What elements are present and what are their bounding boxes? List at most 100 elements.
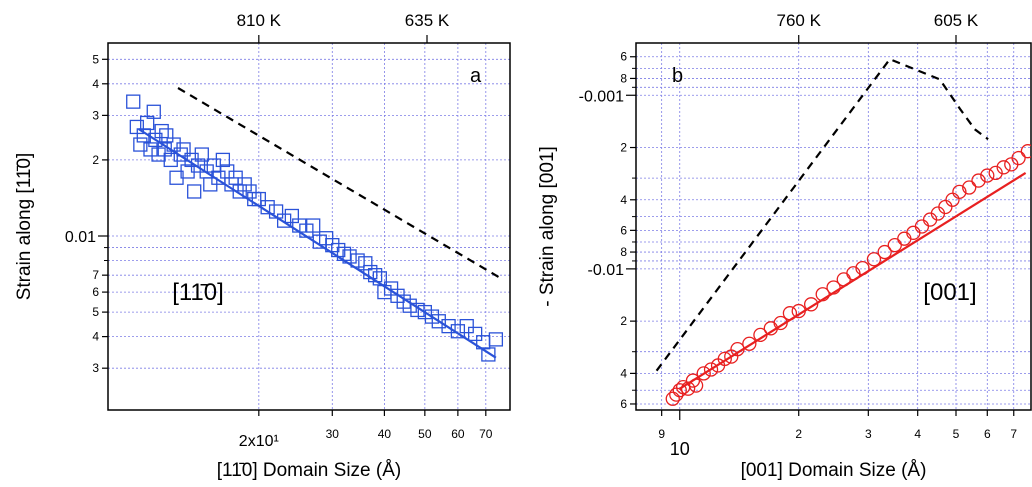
marker (717, 351, 732, 367)
marker (980, 168, 995, 183)
marker (742, 336, 757, 351)
y-tick-label: 5 (92, 52, 99, 66)
marker (215, 152, 231, 168)
x-tick-label: 60 (451, 427, 465, 441)
plot-frame (107, 42, 511, 411)
top-tick-label: 605 K (934, 11, 979, 30)
marker (1020, 144, 1031, 159)
marker (1011, 150, 1026, 166)
marker (467, 326, 483, 342)
marker (146, 104, 161, 119)
marker (306, 218, 321, 233)
marker (350, 253, 365, 268)
y-tick-label: 2 (620, 314, 627, 328)
marker (133, 137, 148, 152)
marker (952, 184, 967, 199)
marker (996, 160, 1011, 175)
marker (962, 180, 977, 195)
marker (242, 184, 257, 199)
region-label: [001] (923, 279, 976, 306)
x-tick-label: 4 (914, 427, 921, 441)
x-tick-label: 2 (795, 427, 802, 441)
marker (450, 324, 466, 339)
marker (126, 94, 141, 109)
y-tick-label: 6 (92, 285, 99, 299)
marker (431, 314, 446, 329)
marker (163, 152, 178, 168)
plot-frame (635, 42, 1032, 411)
x-tick-label: 6 (984, 427, 991, 441)
x-tick-label: 40 (378, 427, 392, 441)
x-tick-label: 9 (658, 427, 665, 441)
region-label: [11̄0] (172, 279, 224, 306)
marker (187, 184, 202, 199)
top-tick-label: 635 K (405, 11, 450, 30)
y-tick-label: 2 (92, 153, 99, 167)
y-tick-label: 4 (92, 330, 99, 344)
marker (803, 297, 819, 312)
marker (276, 213, 292, 228)
marker (703, 362, 719, 377)
y-axis-title: - Strain along [001] (537, 146, 558, 307)
top-tick-label: 810 K (237, 11, 282, 30)
marker (441, 318, 456, 334)
marker (358, 256, 373, 271)
marker (154, 123, 169, 139)
marker (459, 318, 474, 334)
plot-area (126, 87, 504, 362)
plot-area (655, 57, 1031, 406)
marker (481, 347, 496, 362)
x-axis-title: [11̄0] Domain Size (Å) (217, 460, 401, 481)
marker (143, 142, 158, 157)
y-tick-label: 5 (92, 305, 99, 319)
marker (194, 147, 209, 162)
y-tick-label: 8 (620, 71, 627, 85)
marker (914, 219, 930, 234)
x-tick-label: 3 (865, 427, 872, 441)
marker (938, 199, 953, 215)
marker (284, 208, 300, 224)
y-tick-label: 7 (92, 268, 99, 282)
marker (665, 391, 680, 406)
marker (159, 128, 174, 143)
marker (971, 173, 986, 188)
y-tick-label: 4 (620, 366, 627, 380)
panel-label: a (470, 65, 482, 87)
x-tick-label: 2x10¹ (239, 433, 279, 450)
dashed-line (655, 57, 989, 372)
y-tick-label: 3 (92, 108, 99, 122)
marker (696, 366, 711, 381)
x-tick-label: 10 (670, 439, 690, 459)
y-tick-label: 0.01 (65, 229, 96, 246)
x-tick-label: 5 (953, 427, 960, 441)
y-tick-label: 4 (620, 193, 627, 207)
y-tick-label: 6 (620, 397, 627, 411)
marker (988, 165, 1003, 181)
marker (877, 244, 892, 260)
x-tick-label: 7 (1010, 427, 1017, 441)
y-tick-label: 6 (620, 223, 627, 237)
y-tick-label: 3 (92, 361, 99, 375)
fit-line (138, 128, 497, 359)
top-tick-label: 760 K (777, 11, 822, 30)
marker (866, 252, 882, 267)
marker (488, 332, 504, 347)
y-tick-label: 8 (620, 245, 627, 259)
panel-label: b (672, 65, 683, 87)
y-axis-title: Strain along [11̄0] (14, 153, 35, 301)
y-tick-label: 4 (92, 77, 99, 91)
marker (173, 147, 188, 162)
marker (672, 383, 687, 398)
x-tick-label: 70 (479, 427, 493, 441)
fit-line (679, 171, 1027, 390)
x-tick-label: 30 (326, 427, 340, 441)
y-tick-label: 2 (620, 141, 627, 155)
marker (887, 237, 902, 253)
y-tick-label: 6 (620, 50, 627, 64)
x-tick-label: 50 (418, 427, 432, 441)
dashed-line (177, 87, 501, 279)
y-tick-label: -0.001 (579, 88, 624, 105)
x-axis-title: [001] Domain Size (Å) (741, 460, 927, 481)
